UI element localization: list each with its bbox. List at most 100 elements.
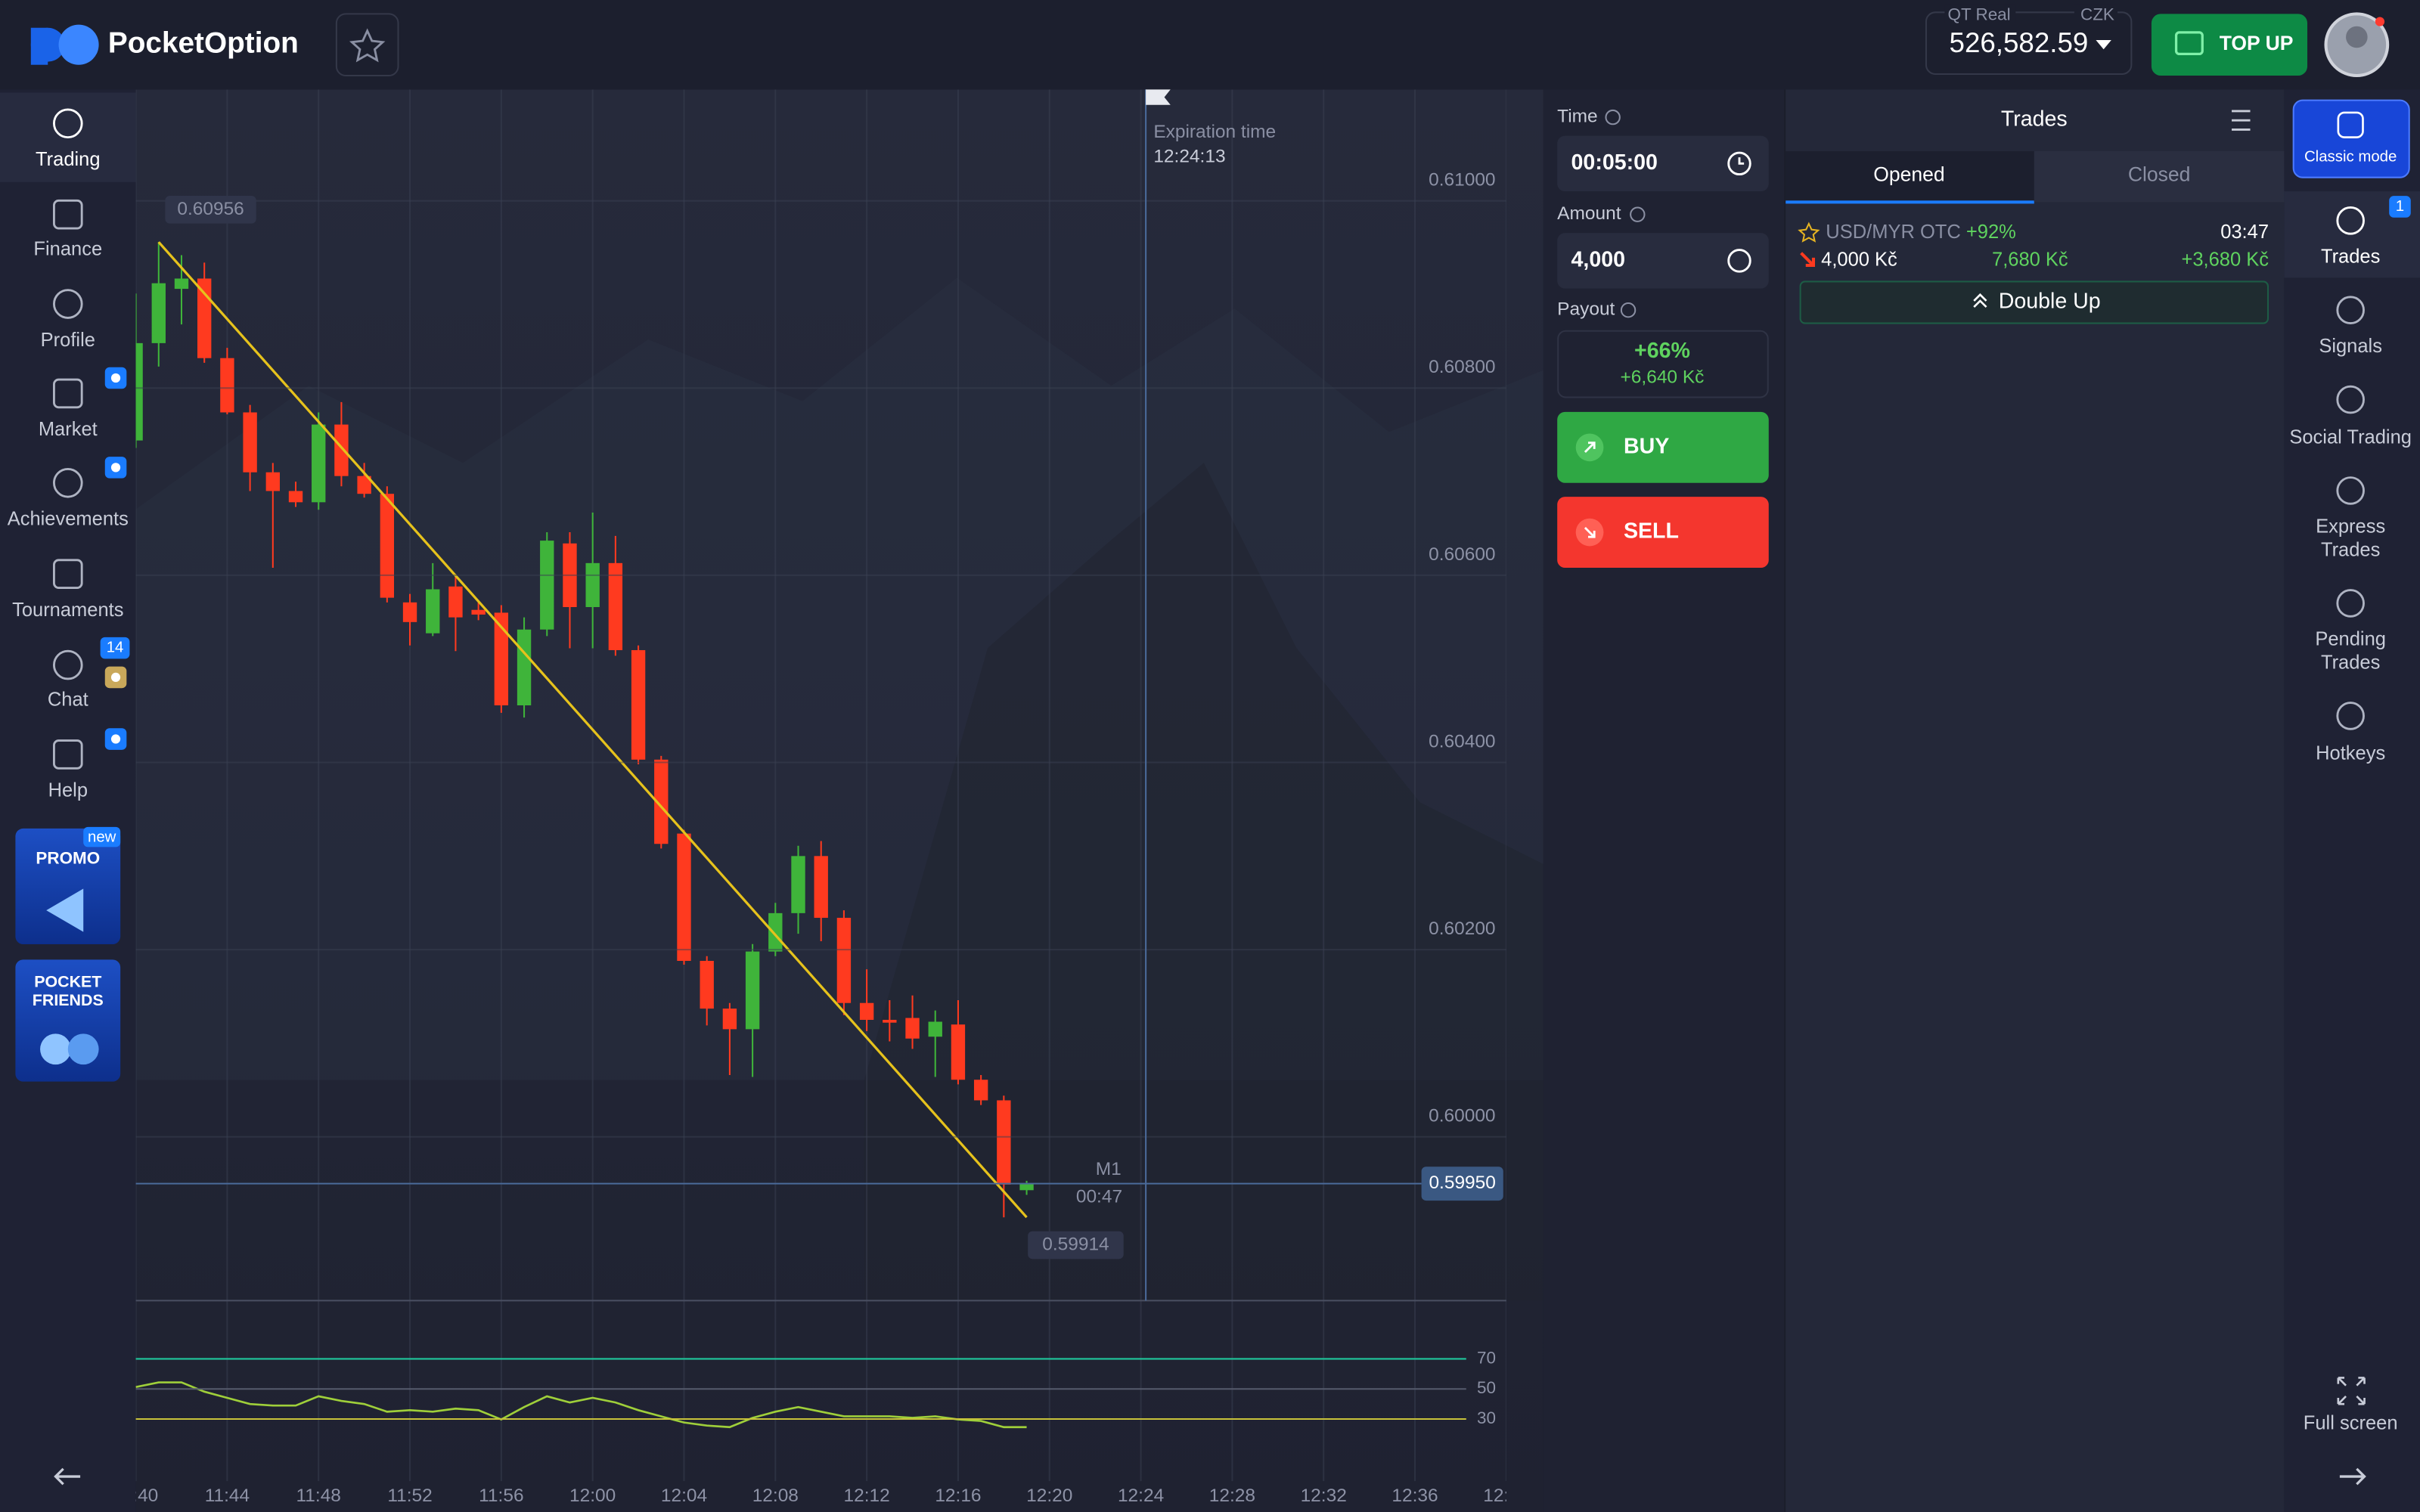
expiration-label: Expiration time — [1153, 122, 1276, 142]
buy-arrow — [1584, 442, 1596, 453]
nav-icon[interactable] — [2336, 206, 2365, 235]
top-up-button[interactable] — [2151, 14, 2308, 76]
nav-label[interactable]: Pending — [2315, 629, 2386, 650]
candle-timer: 00:47 — [1076, 1186, 1122, 1207]
y-tick-label: 0.60400 — [1429, 731, 1495, 751]
nav-icon[interactable] — [2336, 385, 2365, 414]
nav-icon[interactable] — [53, 378, 83, 409]
balance-box[interactable] — [1925, 11, 2133, 75]
nav-label[interactable]: Help — [48, 780, 88, 801]
help-icon[interactable] — [1630, 206, 1646, 222]
friends-icon — [67, 1033, 99, 1065]
nav-label[interactable]: Chat — [48, 689, 88, 710]
nav-icon[interactable] — [2336, 589, 2365, 618]
buy-button[interactable] — [1557, 411, 1769, 483]
candle-body — [905, 1018, 920, 1039]
payout-label: Payout — [1557, 299, 1615, 320]
nav-icon[interactable] — [2336, 476, 2365, 505]
candle-body — [1019, 1183, 1034, 1191]
classic-mode-label: Classic mode — [2304, 149, 2397, 166]
dropdown-arrow — [2096, 40, 2111, 50]
x-tick-label: 12:36 — [1392, 1486, 1438, 1506]
avatar-head — [2346, 26, 2368, 48]
classic-mode-button[interactable] — [2292, 99, 2410, 178]
nav-label[interactable]: Tournaments — [12, 600, 123, 621]
nav-icon[interactable] — [53, 199, 83, 230]
logo[interactable]: PocketOption — [30, 24, 299, 65]
expiration-time: 12:24:13 — [1153, 147, 1225, 167]
tab-closed[interactable] — [2034, 151, 2285, 203]
favorite-icon[interactable] — [1798, 222, 1820, 243]
classic-mode-icon — [2337, 111, 2364, 138]
time-input[interactable] — [1557, 135, 1769, 192]
tab-opened[interactable] — [1786, 151, 2034, 203]
nav-label[interactable]: Achievements — [8, 508, 129, 529]
candle-body — [700, 960, 714, 1009]
candle-body — [197, 278, 212, 358]
amount-input[interactable] — [1557, 233, 1769, 289]
favorite-button[interactable] — [335, 13, 399, 77]
bell-icon — [110, 672, 121, 683]
nav-icon[interactable] — [53, 739, 83, 770]
nav-icon[interactable] — [53, 289, 83, 319]
nav-label[interactable]: Trading — [36, 149, 101, 170]
y-tick-label: 0.60200 — [1429, 919, 1495, 939]
candle-body — [745, 951, 760, 1030]
nav-label[interactable]: Express — [2316, 516, 2385, 538]
candle-body — [722, 1009, 737, 1030]
trade-amount: 4,000 Kč — [1821, 249, 1897, 271]
time-label: Time — [1557, 107, 1597, 127]
sell-arrow — [1584, 526, 1596, 538]
notification-dot — [2375, 17, 2385, 26]
help-icon[interactable] — [1620, 302, 1637, 318]
nav-label[interactable]: Market — [39, 419, 98, 440]
help-icon[interactable] — [1605, 109, 1621, 125]
expand-arrow[interactable] — [2339, 1467, 2366, 1486]
bell-icon — [110, 463, 121, 472]
nav-icon[interactable] — [2336, 702, 2365, 730]
tab-underline — [1786, 200, 2034, 204]
min_label-box — [1028, 1231, 1124, 1259]
nav-icon[interactable] — [53, 559, 83, 589]
candle-body — [265, 472, 280, 491]
nav-label[interactable]: Trades — [2321, 652, 2380, 673]
account-type: QT Real — [1948, 5, 2011, 23]
nav-label[interactable]: Profile — [41, 330, 95, 351]
nav-label[interactable]: Social Trading — [2289, 426, 2412, 448]
plot-area: 11:40 11:44 11:48 11:52 11:56 12:00 12:04 12:08… — [135, 89, 1506, 1506]
nav-label[interactable]: Hotkeys — [2316, 743, 2385, 764]
payout-box — [1557, 330, 1769, 398]
candle-body — [380, 494, 395, 598]
x-tick-label: 12:32 — [1301, 1486, 1347, 1506]
nav-label[interactable]: Finance — [33, 238, 102, 259]
double-up-button[interactable] — [1799, 280, 2269, 324]
x-tick-label: 12:04 — [661, 1486, 707, 1506]
nav-icon[interactable] — [53, 467, 83, 498]
candle-body — [243, 412, 257, 472]
nav-label[interactable]: Trades — [2321, 539, 2380, 560]
x-tick-label: 12:12 — [844, 1486, 890, 1506]
full-screen-icon[interactable] — [2337, 1377, 2366, 1405]
sell-button[interactable] — [1557, 497, 1769, 569]
chat-badge — [100, 637, 130, 659]
currency-icon[interactable] — [1727, 249, 1751, 273]
friends-icon — [40, 1033, 71, 1065]
list-icon[interactable] — [2232, 110, 2251, 131]
double-up-label: Double Up — [1999, 290, 2101, 314]
collapse-arrow[interactable] — [54, 1467, 81, 1486]
indicator-line — [135, 1381, 1027, 1429]
clock-icon[interactable] — [1727, 151, 1751, 176]
nav-icon[interactable] — [2336, 296, 2365, 324]
full-screen-label: Full screen — [2304, 1412, 2398, 1433]
brand: PocketOption — [108, 26, 299, 59]
promo-label: PROMO — [36, 849, 100, 868]
nav-label[interactable]: Trades — [2321, 246, 2380, 268]
amount-value: 4,000 — [1571, 247, 1625, 271]
indicator-level-label: 30 — [1477, 1408, 1496, 1427]
payout-percent: +66% — [1634, 339, 1690, 363]
nav-icon[interactable] — [53, 108, 83, 139]
nav-label[interactable]: Signals — [2319, 336, 2382, 357]
promo-card[interactable] — [15, 828, 121, 944]
nav-icon[interactable] — [53, 649, 83, 680]
